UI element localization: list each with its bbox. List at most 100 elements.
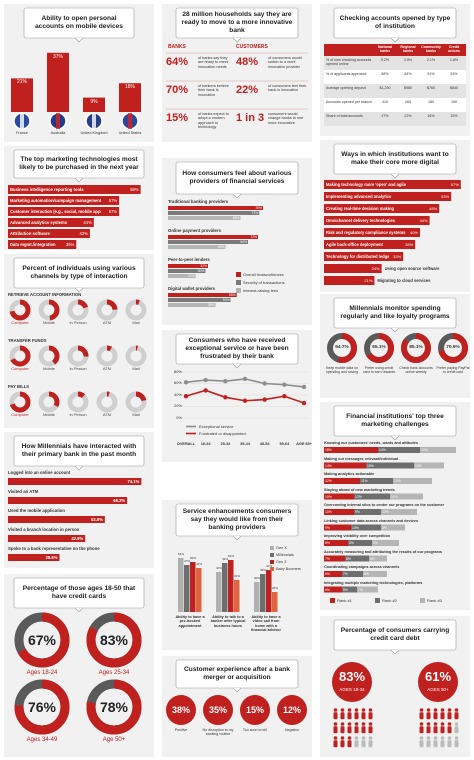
bar-segment: [324, 447, 378, 453]
value-label: 78%: [99, 699, 129, 715]
person-body: [340, 712, 345, 720]
title-notch: [74, 607, 84, 613]
person-head: [426, 722, 431, 726]
value-label: 53.8%: [90, 517, 103, 522]
country-label: United Kingdom: [80, 131, 108, 135]
bar-segment: [360, 478, 393, 484]
donut-arc: [38, 345, 60, 367]
value-label: 12%: [421, 448, 428, 452]
value-label: 12%: [382, 510, 389, 514]
donut-arc: [96, 391, 118, 413]
value-label: 9%: [355, 510, 360, 514]
column-header: Regional banks: [400, 45, 416, 54]
value-label: 58%: [232, 216, 240, 220]
bar-label: Visited a branch location in person: [8, 527, 80, 532]
donut-arc: [38, 391, 60, 413]
bar-label: Migrating to cloud services: [377, 278, 431, 283]
value-label: 42%: [79, 231, 88, 236]
person-body: [426, 740, 431, 748]
point: [282, 393, 287, 399]
person-body: [433, 740, 438, 748]
person-head: [447, 736, 452, 740]
bar-segment: [381, 524, 405, 531]
bar-segment: [414, 462, 444, 469]
bar: [11, 78, 33, 112]
bar: [216, 572, 222, 612]
bar-segment: [393, 478, 432, 484]
legend-swatch: [236, 280, 241, 285]
row-text: consumers would change banks to one more…: [268, 112, 304, 125]
bar-segment: [342, 571, 363, 577]
stat-circle: [240, 695, 270, 725]
person-body: [419, 740, 424, 748]
x-tick-label: 18-24: [200, 442, 211, 446]
value-label: 47%: [183, 559, 190, 563]
group-label: Ability to talk to a banker after typica…: [210, 615, 246, 628]
big-number: 70%: [166, 84, 189, 96]
y-tick-label: 60%: [173, 380, 182, 385]
person-body: [368, 740, 373, 748]
bar: [190, 562, 196, 612]
caption: Check bank accounts online weekly: [399, 366, 433, 375]
table-cell: $980: [404, 86, 412, 90]
point: [262, 397, 267, 402]
bar-segment: [345, 555, 369, 562]
person-head: [361, 722, 366, 726]
caption: Positive: [174, 728, 188, 732]
bar-label: Marketing automation/campaign management: [10, 198, 102, 203]
bar-label: Linking customer data across channels an…: [324, 518, 419, 523]
bar: [8, 554, 60, 561]
big-number: 15%: [166, 112, 189, 124]
person-body: [447, 726, 452, 734]
bar-segment: [357, 586, 378, 593]
legend-label: Gen Z: [276, 559, 287, 564]
group-label: RETRIEVE ACCOUNT INFORMATION: [8, 292, 82, 297]
person-head: [426, 736, 431, 740]
legend-label: Overall trustworthiness: [243, 272, 284, 277]
value-label: 38%: [405, 242, 414, 247]
stat-circle: [277, 695, 307, 725]
point: [203, 388, 208, 393]
bar: [8, 185, 141, 194]
person-body: [419, 712, 424, 720]
donut-arc: [125, 391, 147, 413]
value-label: 44%: [83, 220, 92, 225]
person-head: [440, 708, 445, 712]
point: [282, 382, 287, 387]
group-label: Peer-to-peer lenders: [168, 257, 210, 262]
group-label: Digital wallet providers: [168, 286, 216, 291]
donut-arc: [96, 345, 118, 367]
panel-title: The top marketing technologies most like…: [19, 156, 139, 171]
person-body: [454, 712, 459, 720]
value-label: 7%: [325, 556, 330, 561]
value-label: 28.6%: [45, 555, 58, 560]
point: [183, 393, 189, 399]
person-body: [347, 726, 352, 734]
donut-arc: [438, 333, 468, 363]
person-body: [361, 740, 366, 748]
person-head: [426, 708, 431, 712]
bar-label: Agile back-office deployment: [326, 242, 383, 247]
value-label: 52%: [227, 554, 234, 558]
value-label: 16%: [367, 463, 374, 468]
person-head: [433, 708, 438, 712]
table-row: [324, 56, 466, 70]
legend-label: Rank #2: [382, 598, 397, 603]
legend-swatch: [375, 598, 380, 603]
person-head: [433, 736, 438, 740]
point: [262, 381, 267, 386]
bar: [324, 264, 382, 273]
value-label: 13%: [394, 479, 401, 483]
donut-arc: [401, 333, 431, 363]
value-label: 40%: [215, 566, 222, 570]
bar: [8, 497, 128, 504]
panel-title: Service enhancements consumers say they …: [182, 508, 292, 531]
value-label: 10%: [352, 525, 359, 530]
column-header: Credit unions: [448, 45, 460, 54]
value-label: 12%: [325, 479, 332, 483]
value-label: 21%: [16, 79, 27, 86]
table-cell: 180: [428, 100, 434, 104]
x-tick-label: AGE 65+: [296, 442, 312, 446]
table-cell: 93%: [450, 72, 458, 76]
